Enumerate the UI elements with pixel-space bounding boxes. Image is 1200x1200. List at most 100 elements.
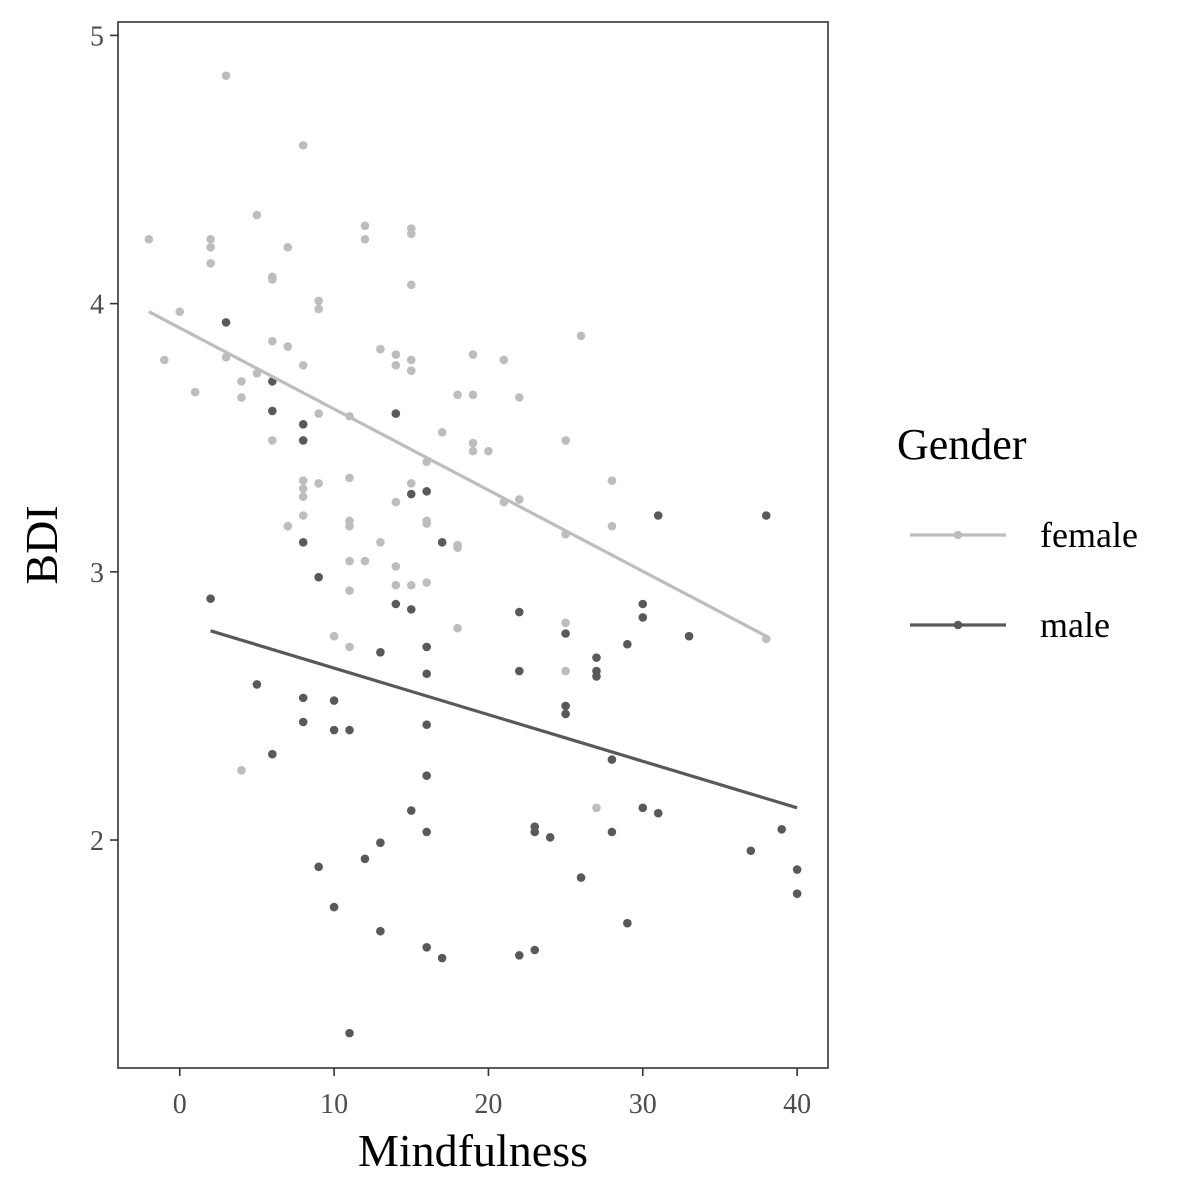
scatter-point-male: [638, 599, 648, 609]
scatter-point-female: [314, 304, 323, 314]
scatter-point-male: [345, 725, 354, 735]
scatter-point-male: [391, 599, 401, 609]
scatter-point-male: [515, 666, 524, 676]
legend-title: Gender: [897, 420, 1027, 469]
scatter-point-male: [746, 846, 756, 856]
scatter-point-male: [638, 613, 648, 622]
scatter-point-male: [391, 409, 401, 418]
scatter-point-male: [623, 918, 632, 928]
scatter-point-female: [237, 393, 246, 402]
scatter-point-male: [422, 669, 431, 679]
scatter-point-female: [422, 519, 431, 528]
legend: Gender female male: [897, 420, 1138, 645]
scatter-point-female: [298, 492, 308, 502]
scatter-point-male: [653, 808, 663, 818]
scatter-point-female: [345, 586, 354, 595]
scatter-point-female: [607, 476, 617, 485]
x-tick-label: 40: [783, 1089, 811, 1120]
scatter-point-male: [252, 680, 262, 689]
x-tick-label: 10: [320, 1089, 348, 1120]
y-tick-label: 3: [90, 558, 104, 589]
scatter-point-male: [360, 854, 370, 864]
scatter-point-female: [175, 307, 185, 316]
x-axis: 0 10 20 30 40: [173, 1068, 811, 1120]
y-tick-label: 4: [90, 290, 104, 321]
scatter-point-female: [391, 580, 401, 590]
legend-label-male: male: [1040, 605, 1110, 645]
scatter-point-male: [515, 607, 524, 617]
scatter-point-female: [391, 497, 401, 507]
fit-line-male: [210, 629, 798, 810]
y-axis: 2 3 4 5: [90, 21, 118, 857]
scatter-point-female: [345, 642, 354, 652]
scatter-point-male: [406, 806, 416, 815]
scatter-point-male: [376, 926, 385, 936]
scatter-point-female: [453, 543, 462, 552]
scatter-point-female: [237, 765, 246, 775]
scatter-point-male: [437, 538, 447, 547]
scatter-point-male: [792, 889, 802, 898]
y-tick-label: 2: [90, 826, 104, 857]
scatter-point-male: [206, 594, 215, 603]
scatter-point-female: [298, 361, 308, 370]
scatter-point-male: [329, 696, 339, 705]
scatter-point-male: [515, 951, 524, 960]
scatter-point-female: [391, 562, 401, 571]
scatter-point-male: [792, 865, 802, 874]
scatter-point-female: [468, 446, 478, 456]
scatter-point-male: [422, 943, 431, 952]
scatter-point-female: [345, 521, 354, 531]
scatter-point-female: [298, 141, 308, 150]
scatter-point-male: [268, 406, 277, 416]
scatter-point-female: [252, 210, 262, 220]
scatter-point-female: [561, 666, 570, 676]
scatter-point-female: [314, 296, 323, 306]
scatter-point-male: [376, 838, 385, 848]
scatter-point-male: [437, 953, 447, 963]
scatter-point-male: [329, 902, 339, 912]
scatter-point-female: [406, 280, 416, 290]
scatter-point-female: [160, 355, 169, 365]
scatter-point-female: [391, 361, 401, 370]
scatter-point-female: [515, 495, 524, 504]
scatter-point-female: [190, 387, 200, 397]
scatter-point-female: [283, 521, 293, 531]
scatter-point-female: [345, 556, 354, 566]
scatter-point-male: [298, 436, 308, 445]
scatter-point-male: [561, 709, 570, 719]
scatter-point-male: [777, 824, 786, 834]
scatter-point-male: [592, 653, 601, 662]
fit-line-female: [148, 310, 768, 638]
scatter-point-female: [468, 350, 478, 359]
scatter-point-female: [561, 618, 570, 628]
scatter-point-male: [376, 647, 385, 657]
scatter-point-female: [406, 479, 416, 488]
scatter-point-male: [422, 642, 431, 652]
scatter-point-female: [298, 511, 308, 520]
scatter-point-male: [422, 487, 431, 496]
legend-entries: female male: [910, 515, 1138, 645]
scatter-point-male: [314, 572, 323, 582]
scatter-point-female: [314, 409, 323, 418]
scatter-point-female: [206, 234, 215, 244]
scatter-point-female: [406, 580, 416, 590]
scatter-point-female: [391, 350, 401, 359]
scatter-point-male: [653, 511, 663, 520]
scatter-point-female: [283, 342, 293, 351]
x-tick-label: 20: [474, 1089, 502, 1120]
scatter-point-male: [422, 827, 431, 837]
scatter-point-female: [376, 344, 385, 354]
scatter-point-male: [530, 827, 540, 837]
scatter-point-male: [422, 771, 431, 780]
scatter-point-female: [268, 275, 277, 284]
scatter-point-male: [607, 755, 617, 764]
scatter-point-male: [592, 672, 601, 681]
scatter-point-female: [360, 234, 370, 244]
scatter-point-female: [592, 803, 601, 813]
scatter-point-female: [453, 623, 462, 633]
scatter-point-female: [268, 336, 277, 346]
scatter-point-female: [329, 631, 339, 641]
scatter-point-male: [298, 693, 308, 703]
scatter-point-female: [206, 242, 215, 252]
